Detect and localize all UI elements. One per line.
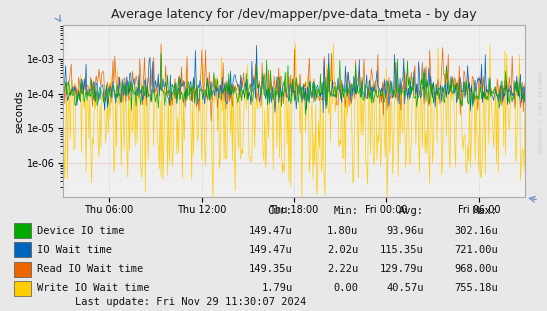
Text: 721.00u: 721.00u	[454, 245, 498, 255]
Title: Average latency for /dev/mapper/pve-data_tmeta - by day: Average latency for /dev/mapper/pve-data…	[111, 8, 477, 21]
Text: 1.80u: 1.80u	[327, 225, 358, 235]
Text: 968.00u: 968.00u	[454, 264, 498, 274]
Text: Min:: Min:	[333, 207, 358, 216]
Text: 115.35u: 115.35u	[380, 245, 424, 255]
Text: Avg:: Avg:	[399, 207, 424, 216]
Text: IO Wait time: IO Wait time	[37, 245, 112, 255]
Text: Device IO time: Device IO time	[37, 225, 125, 235]
Text: RRDTOOL / TOBI OETIKER: RRDTOOL / TOBI OETIKER	[538, 71, 543, 153]
Text: 149.47u: 149.47u	[249, 225, 293, 235]
Text: 2.22u: 2.22u	[327, 264, 358, 274]
Text: Read IO Wait time: Read IO Wait time	[37, 264, 143, 274]
Text: 1.79u: 1.79u	[261, 283, 293, 294]
Text: 302.16u: 302.16u	[454, 225, 498, 235]
Bar	[14, 242, 31, 258]
Text: 93.96u: 93.96u	[386, 225, 424, 235]
Text: Last update: Fri Nov 29 11:30:07 2024: Last update: Fri Nov 29 11:30:07 2024	[75, 297, 306, 307]
Text: 40.57u: 40.57u	[386, 283, 424, 294]
Bar	[14, 281, 31, 296]
Text: 2.02u: 2.02u	[327, 245, 358, 255]
Text: 149.35u: 149.35u	[249, 264, 293, 274]
Y-axis label: seconds: seconds	[14, 90, 25, 132]
Text: 755.18u: 755.18u	[454, 283, 498, 294]
Text: 149.47u: 149.47u	[249, 245, 293, 255]
Text: 129.79u: 129.79u	[380, 264, 424, 274]
Text: Max:: Max:	[473, 207, 498, 216]
Text: Cur:: Cur:	[267, 207, 293, 216]
Bar	[14, 262, 31, 277]
Text: 0.00: 0.00	[333, 283, 358, 294]
Text: Write IO Wait time: Write IO Wait time	[37, 283, 150, 294]
Bar	[14, 223, 31, 238]
